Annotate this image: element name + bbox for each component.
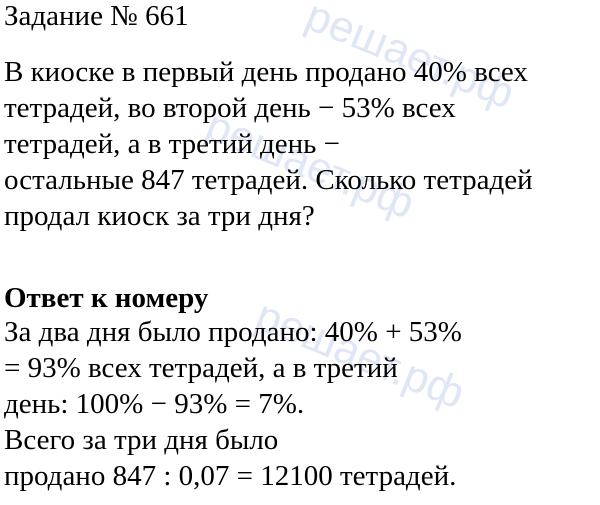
task-line: остальные 847 тетрадей. Сколько тетрадей — [4, 164, 533, 196]
task-line: тетрадей, во второй день − 53% всех — [4, 92, 456, 124]
answer-heading: Ответ к номеру — [4, 282, 209, 314]
task-line: тетрадей, а в третий день − — [4, 128, 340, 160]
answer-line: Всего за три дня было — [4, 424, 279, 456]
task-line: В киоске в первый день продано 40% всех — [4, 56, 528, 88]
task-text: В киоске в первый день продано 40% всех … — [4, 54, 533, 234]
answer-line: За два дня было продано: 40% + 53% — [4, 316, 462, 348]
answer-line: продано 847 : 0,07 = 12100 тетрадей. — [4, 460, 457, 492]
task-line: продал киоск за три дня? — [4, 200, 315, 232]
task-title: Задание № 661 — [4, 0, 189, 32]
answer-line: = 93% всех тетрадей, а в третий — [4, 352, 398, 384]
answer-line: день: 100% − 93% = 7%. — [4, 388, 305, 420]
answer-text: За два дня было продано: 40% + 53% = 93%… — [4, 314, 462, 494]
